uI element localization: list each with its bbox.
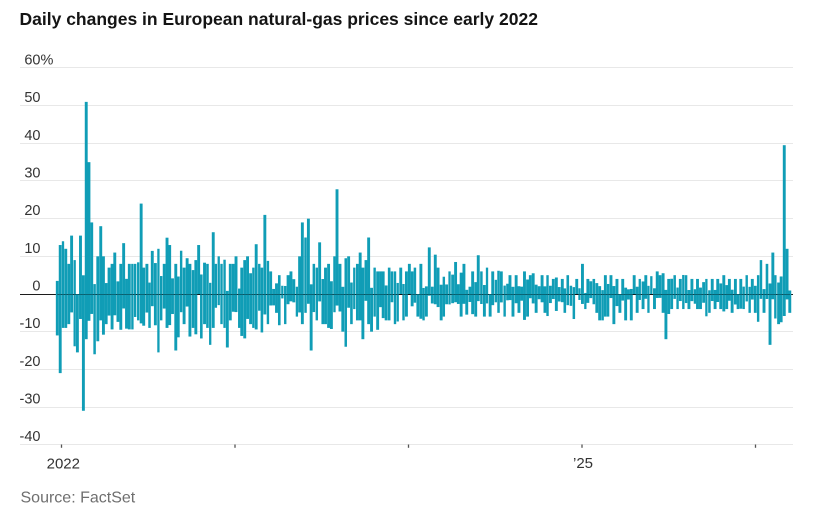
svg-text:%: % <box>41 53 54 69</box>
svg-text:50: 50 <box>24 90 40 106</box>
svg-text:2022: 2022 <box>47 455 80 472</box>
svg-text:60: 60 <box>24 53 40 69</box>
svg-text:40: 40 <box>24 128 40 144</box>
svg-text:30: 30 <box>24 166 40 182</box>
svg-text:10: 10 <box>24 241 40 257</box>
svg-text:0: 0 <box>32 279 40 295</box>
svg-text:-10: -10 <box>20 316 41 332</box>
svg-text:20: 20 <box>24 203 40 219</box>
svg-text:Source: FactSet: Source: FactSet <box>21 490 136 507</box>
svg-text:Daily changes in European natu: Daily changes in European natural-gas pr… <box>20 9 539 29</box>
svg-text:-40: -40 <box>20 429 41 445</box>
svg-text:-30: -30 <box>20 392 41 408</box>
svg-text:’25: ’25 <box>573 455 593 472</box>
svg-text:-20: -20 <box>20 354 41 370</box>
